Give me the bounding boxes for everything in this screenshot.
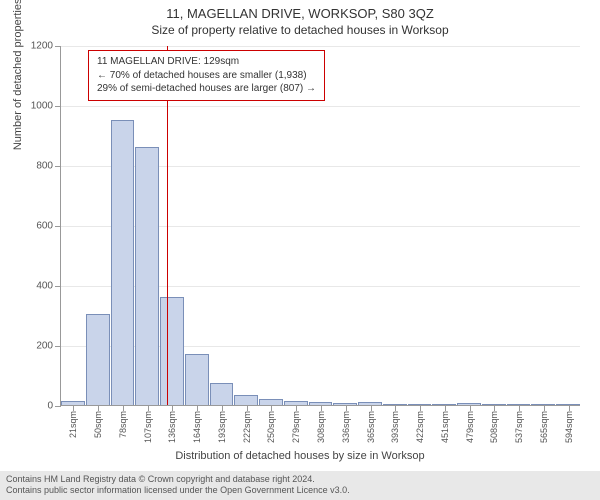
x-tick-label: 393sqm	[390, 411, 400, 443]
x-tick-label: 250sqm	[266, 411, 276, 443]
x-tick-label: 565sqm	[539, 411, 549, 443]
x-tick-label: 107sqm	[143, 411, 153, 443]
annotation-box: 11 MAGELLAN DRIVE: 129sqm ← 70% of detac…	[88, 50, 325, 101]
y-tick-label: 1000	[31, 101, 53, 112]
y-tick-label: 600	[36, 221, 53, 232]
x-tick-label: 336sqm	[341, 411, 351, 443]
y-tick	[55, 226, 61, 227]
histogram-bar	[185, 354, 209, 405]
x-tick-label: 508sqm	[489, 411, 499, 443]
annotation-line-1: 11 MAGELLAN DRIVE: 129sqm	[97, 55, 316, 69]
y-tick-label: 1200	[31, 41, 53, 52]
x-tick-label: 164sqm	[192, 411, 202, 443]
y-axis-title: Number of detached properties	[12, 0, 24, 150]
grid-line	[61, 106, 580, 107]
x-tick-label: 451sqm	[440, 411, 450, 443]
y-tick-label: 0	[47, 401, 53, 412]
histogram-bar	[135, 147, 159, 405]
x-tick-label: 50sqm	[93, 411, 103, 438]
x-tick-label: 222sqm	[242, 411, 252, 443]
x-tick-label: 422sqm	[415, 411, 425, 443]
y-tick	[55, 346, 61, 347]
y-tick	[55, 406, 61, 407]
x-tick-label: 136sqm	[167, 411, 177, 443]
x-tick-label: 193sqm	[217, 411, 227, 443]
x-tick-label: 21sqm	[68, 411, 78, 438]
x-tick-label: 308sqm	[316, 411, 326, 443]
chart-area: 02004006008001000120021sqm50sqm78sqm107s…	[60, 46, 580, 406]
y-tick-label: 200	[36, 341, 53, 352]
x-tick-label: 78sqm	[118, 411, 128, 438]
histogram-bar	[210, 383, 234, 406]
x-tick-label: 537sqm	[514, 411, 524, 443]
x-axis-title: Distribution of detached houses by size …	[0, 450, 600, 462]
chart-subtitle: Size of property relative to detached ho…	[0, 21, 600, 37]
y-tick-label: 800	[36, 161, 53, 172]
annotation-line-2: ← 70% of detached houses are smaller (1,…	[97, 69, 316, 83]
x-tick-label: 479sqm	[465, 411, 475, 443]
y-tick	[55, 46, 61, 47]
chart-container: 11, MAGELLAN DRIVE, WORKSOP, S80 3QZ Siz…	[0, 0, 600, 500]
histogram-bar	[111, 120, 135, 405]
footer-line-2: Contains public sector information licen…	[6, 485, 594, 497]
x-tick-label: 279sqm	[291, 411, 301, 443]
y-tick	[55, 166, 61, 167]
y-tick	[55, 286, 61, 287]
annotation-line-3: 29% of semi-detached houses are larger (…	[97, 82, 316, 96]
histogram-bar	[86, 314, 110, 406]
histogram-bar	[234, 395, 258, 406]
y-tick-label: 400	[36, 281, 53, 292]
footer-line-1: Contains HM Land Registry data © Crown c…	[6, 474, 594, 486]
x-tick-label: 594sqm	[564, 411, 574, 443]
grid-line	[61, 46, 580, 47]
page-title: 11, MAGELLAN DRIVE, WORKSOP, S80 3QZ	[0, 0, 600, 21]
x-tick-label: 365sqm	[366, 411, 376, 443]
histogram-bar	[160, 297, 184, 405]
y-tick	[55, 106, 61, 107]
footer: Contains HM Land Registry data © Crown c…	[0, 471, 600, 500]
